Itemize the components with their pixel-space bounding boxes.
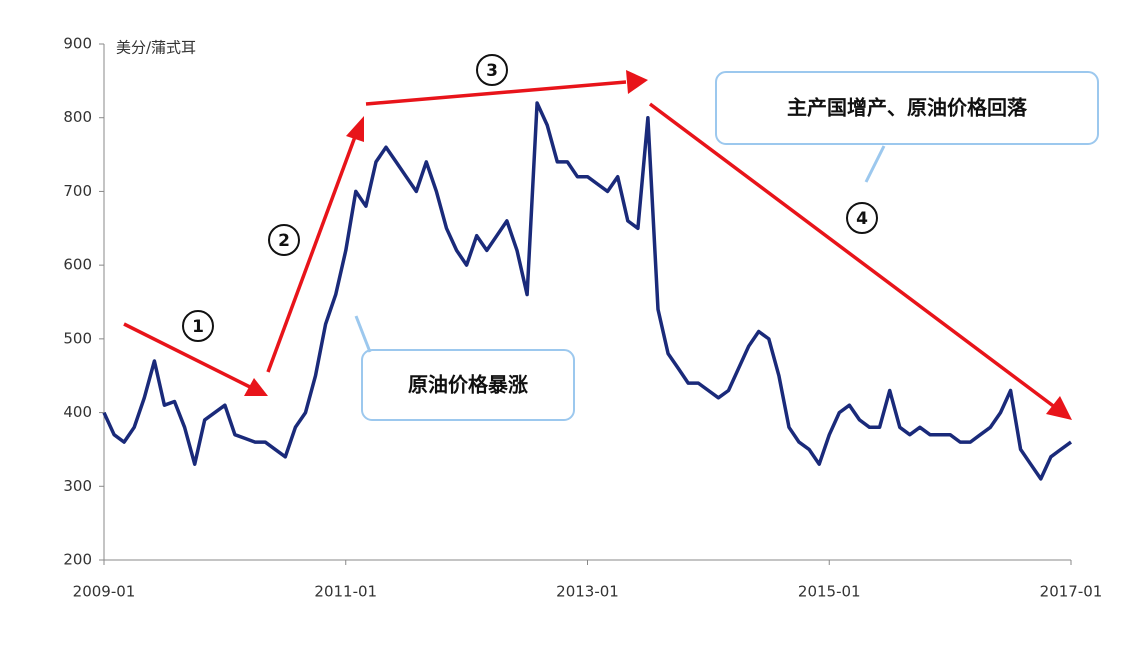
x-tick-label: 2015-01 — [798, 583, 861, 601]
x-tick-label: 2011-01 — [314, 583, 377, 601]
price-line — [102, 101, 1073, 481]
annotation: 主产国增产、原油价格回落 — [787, 96, 1028, 120]
x-tick-label: 2009-01 — [73, 583, 136, 601]
annotation: 4 — [856, 209, 868, 229]
y-tick-label: 900 — [63, 35, 92, 53]
annotation: 3 — [486, 61, 498, 81]
y-tick-label: 800 — [63, 108, 92, 126]
annotation: 2 — [278, 231, 290, 251]
y-tick-label: 200 — [63, 551, 92, 569]
callouts — [182, 54, 1099, 421]
x-tick-label: 2013-01 — [556, 583, 619, 601]
annotation: 原油价格暴涨 — [408, 373, 528, 397]
x-tick-label: 2017-01 — [1040, 583, 1103, 601]
arrows — [123, 70, 1072, 420]
y-axis-label: 美分/蒲式耳 — [116, 39, 196, 57]
y-tick-label: 400 — [63, 403, 92, 421]
y-tick-label: 700 — [63, 182, 92, 200]
annotation: 1 — [192, 317, 204, 337]
y-tick-label: 600 — [63, 256, 92, 274]
y-tick-label: 300 — [63, 477, 92, 495]
y-tick-label: 500 — [63, 329, 92, 347]
